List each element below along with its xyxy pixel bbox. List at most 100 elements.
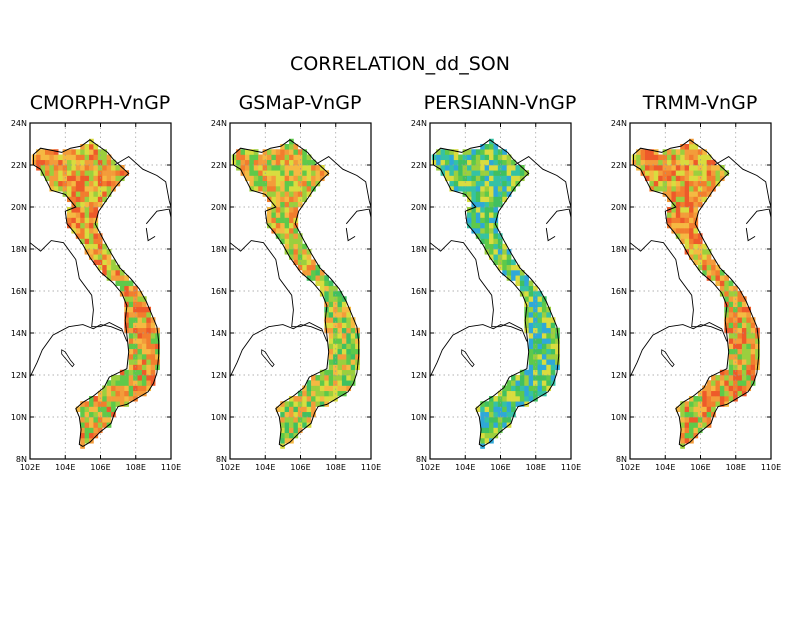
correlation-cell [711,186,716,192]
country-border [145,227,156,242]
correlation-cell [689,201,694,208]
correlation-cell [355,333,360,339]
correlation-cell [89,154,94,161]
correlation-cell [680,207,685,213]
correlation-cell [141,312,147,318]
correlation-cell [328,338,334,344]
correlation-cell [662,180,668,187]
correlation-cell [102,422,107,428]
correlation-cell [680,233,685,239]
correlation-cell [741,317,747,323]
correlation-cell [519,401,525,407]
correlation-cell [746,306,752,313]
x-tick-label: 110E [361,463,381,472]
correlation-cell [319,369,325,376]
correlation-cell [658,170,663,176]
correlation-cell [146,306,152,313]
correlation-cell [297,417,303,423]
correlation-cell [244,175,250,182]
correlation-cell [53,175,59,182]
correlation-cell [137,364,143,371]
correlation-cell [671,222,677,229]
correlation-cell [493,191,499,197]
correlation-cell [146,333,152,339]
correlation-cell [231,154,237,161]
correlation-cell [284,238,290,245]
correlation-cell [546,338,552,344]
correlation-cell [293,243,299,250]
correlation-cell [533,291,538,297]
correlation-cell [497,149,503,155]
correlation-cell [706,396,712,402]
correlation-cell [128,333,134,339]
correlation-cell [497,165,503,171]
correlation-cell [289,238,294,245]
correlation-cell [346,306,352,313]
correlation-cell [711,380,716,386]
correlation-cell [102,249,107,255]
correlation-cell [89,411,94,418]
correlation-cell [141,375,147,381]
correlation-cell [453,154,459,161]
correlation-cell [337,312,343,318]
y-tick-label: 10N [611,413,627,422]
correlation-cell [528,364,534,371]
correlation-cell [49,165,55,171]
correlation-cell [537,375,543,381]
correlation-cell [346,338,352,344]
correlation-cell [289,212,294,218]
correlation-cell [702,180,707,187]
correlation-cell [515,270,521,276]
correlation-cell [236,154,241,161]
correlation-cell [497,401,503,407]
correlation-cell [244,159,250,166]
correlation-cell [106,385,112,392]
correlation-cell [293,170,299,176]
correlation-cell [67,159,72,166]
correlation-cell [550,322,556,329]
correlation-cell [284,191,290,197]
correlation-cell [644,154,650,161]
correlation-cell [471,165,477,171]
correlation-cell [528,285,534,292]
correlation-cell [693,396,699,402]
correlation-cell [528,322,534,329]
correlation-cell [528,296,534,302]
correlation-cell [684,217,690,224]
correlation-cell [502,401,507,407]
correlation-cell [449,159,455,166]
correlation-cell [58,154,63,161]
correlation-cell [528,369,534,376]
correlation-cell [506,270,512,276]
correlation-cell [333,343,338,350]
correlation-cell [550,359,556,365]
correlation-cell [341,364,347,371]
correlation-cell [746,343,752,350]
map-panel-cmorph: 102E 104E 106E 108E 110E 24N 22N 20N 18N 16N 14N 12… [11,119,181,472]
correlation-cell [458,180,463,187]
correlation-cell [689,249,694,255]
correlation-cell [341,327,347,334]
correlation-cell [497,259,503,266]
correlation-cell [111,170,116,176]
correlation-cell [497,191,503,197]
correlation-cell [684,411,690,418]
correlation-cell [302,396,307,402]
correlation-cell [546,322,552,329]
correlation-cell [249,175,255,182]
correlation-cell [715,165,721,171]
correlation-cell [306,165,312,171]
correlation-cell [675,149,681,155]
correlation-cell [36,149,41,155]
correlation-cell [89,207,94,213]
correlation-cell [693,228,699,234]
correlation-cell [115,170,121,176]
correlation-cell [146,322,152,329]
correlation-cell [746,364,752,371]
correlation-cell [493,175,499,182]
y-tick-label: 16N [211,287,227,296]
correlation-cell [62,159,68,166]
correlation-cell [289,207,294,213]
correlation-cell [755,348,760,355]
correlation-cell [515,280,521,287]
